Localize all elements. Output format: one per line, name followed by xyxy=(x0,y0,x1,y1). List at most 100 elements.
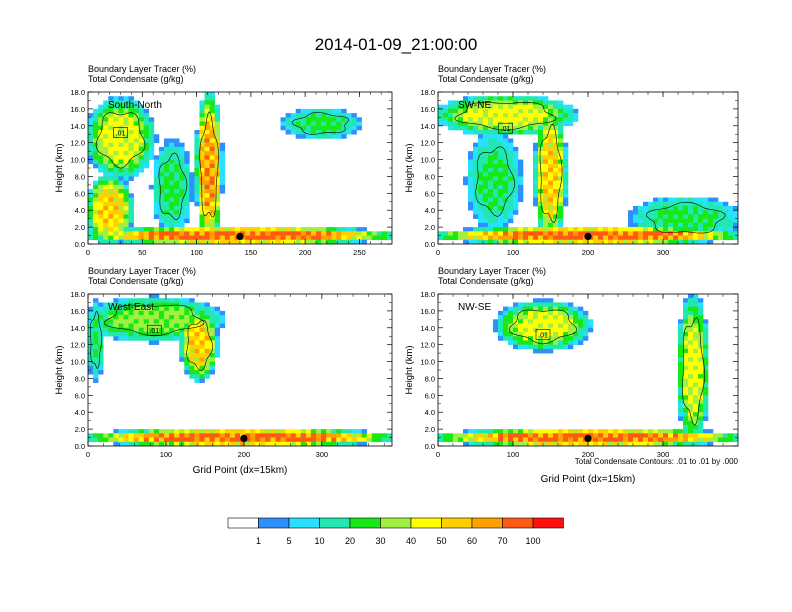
heatmap-cell xyxy=(174,189,180,194)
heatmap-cell xyxy=(88,125,94,131)
heatmap-cell xyxy=(366,231,373,236)
heatmap-cell xyxy=(169,176,175,181)
x-tick-label: 0 xyxy=(86,248,90,257)
heatmap-cell xyxy=(179,218,185,224)
heatmap-cell xyxy=(285,130,291,135)
heatmap-cell xyxy=(148,227,155,232)
heatmap-cell xyxy=(113,113,119,118)
heatmap-cell xyxy=(103,193,109,198)
heatmap-cell xyxy=(483,113,489,118)
heatmap-cell xyxy=(698,227,704,232)
heatmap-cell xyxy=(533,151,539,156)
heatmap-cell xyxy=(558,235,564,241)
heatmap-cell xyxy=(533,197,539,203)
heatmap-cell xyxy=(174,433,180,438)
heatmap-cell xyxy=(128,214,134,219)
heatmap-cell xyxy=(290,130,297,135)
heatmap-cell xyxy=(488,437,494,443)
heatmap-cell xyxy=(351,113,357,118)
heatmap-cell xyxy=(153,306,160,312)
heatmap-cell xyxy=(658,201,664,207)
heatmap-cell xyxy=(438,433,444,438)
heatmap-cell xyxy=(346,437,352,443)
heatmap-cell xyxy=(688,310,694,316)
heatmap-cell xyxy=(503,96,509,101)
heatmap-cell xyxy=(543,348,549,354)
heatmap-cell xyxy=(326,113,332,118)
heatmap-cell xyxy=(553,193,559,198)
heatmap-cell xyxy=(623,227,629,232)
heatmap-cell xyxy=(376,433,383,438)
heatmap-cell xyxy=(628,437,634,443)
heatmap-cell xyxy=(698,370,704,375)
heatmap-cell xyxy=(153,197,160,203)
heatmap-cell xyxy=(483,239,489,244)
heatmap-cell xyxy=(648,218,654,224)
heatmap-cell xyxy=(158,306,165,312)
heatmap-cell xyxy=(240,239,246,244)
heatmap-cell xyxy=(543,168,549,173)
heatmap-cell xyxy=(513,340,519,345)
heatmap-cell xyxy=(493,327,499,333)
heatmap-cell xyxy=(93,134,99,139)
heatmap-cell xyxy=(488,429,494,434)
heatmap-cell xyxy=(698,222,704,228)
y-tick-label: 10.0 xyxy=(70,358,85,367)
heatmap-cell xyxy=(214,206,221,211)
heatmap-cell xyxy=(653,441,659,446)
heatmap-cell xyxy=(453,100,459,105)
heatmap-cell xyxy=(713,433,719,438)
heatmap-cell xyxy=(463,121,469,127)
x-axis-label: Grid Point (dx=15km) xyxy=(193,465,288,476)
heatmap-cell xyxy=(229,235,236,241)
heatmap-cell xyxy=(118,155,124,160)
heatmap-cell xyxy=(548,193,554,198)
heatmap-cell xyxy=(668,433,674,438)
heatmap-cell xyxy=(583,227,589,232)
heatmap-cell xyxy=(683,239,689,244)
heatmap-cell xyxy=(478,180,484,186)
heatmap-cell xyxy=(728,222,734,228)
heatmap-cell xyxy=(290,441,297,446)
heatmap-cell xyxy=(93,113,99,118)
heatmap-cell xyxy=(113,323,119,329)
heatmap-cell xyxy=(583,323,589,329)
heatmap-cell xyxy=(468,96,474,101)
heatmap-cell xyxy=(326,441,332,446)
heatmap-cell xyxy=(553,227,559,232)
heatmap-cell xyxy=(693,298,699,303)
heatmap-cell xyxy=(543,310,549,316)
heatmap-cell xyxy=(346,231,352,236)
heatmap-cell xyxy=(153,193,160,198)
heatmap-cell xyxy=(498,227,504,232)
heatmap-cell xyxy=(148,235,155,241)
heatmap-cell xyxy=(98,201,104,207)
heatmap-cell xyxy=(653,210,659,215)
heatmap-cell xyxy=(588,227,594,232)
heatmap-cell xyxy=(108,184,114,190)
heatmap-cell xyxy=(189,336,195,341)
heatmap-cell xyxy=(678,370,684,375)
y-tick-label: 10.0 xyxy=(70,156,85,165)
x-tick-label: 300 xyxy=(657,248,670,257)
heatmap-cell xyxy=(648,222,654,228)
heatmap-cell xyxy=(553,125,559,131)
heatmap-cell xyxy=(321,441,327,446)
heatmap-cell xyxy=(158,214,165,219)
heatmap-cell xyxy=(488,130,494,135)
heatmap-cell xyxy=(678,348,684,354)
panel-sw-ne: Boundary Layer Tracer (%)Total Condensat… xyxy=(404,64,739,257)
heatmap-cell xyxy=(290,227,297,232)
heatmap-cell xyxy=(290,121,297,127)
heatmap-cell xyxy=(164,239,170,244)
heatmap-cell xyxy=(88,319,94,324)
heatmap-cell xyxy=(260,429,266,434)
heatmap-cell xyxy=(498,332,504,337)
heatmap-cell xyxy=(688,201,694,207)
heatmap-cell xyxy=(204,235,210,241)
heatmap-cell xyxy=(361,227,367,232)
heatmap-cell xyxy=(563,108,569,114)
heatmap-cell xyxy=(310,441,317,446)
heatmap-cell xyxy=(194,235,200,241)
heatmap-cell xyxy=(508,429,514,434)
